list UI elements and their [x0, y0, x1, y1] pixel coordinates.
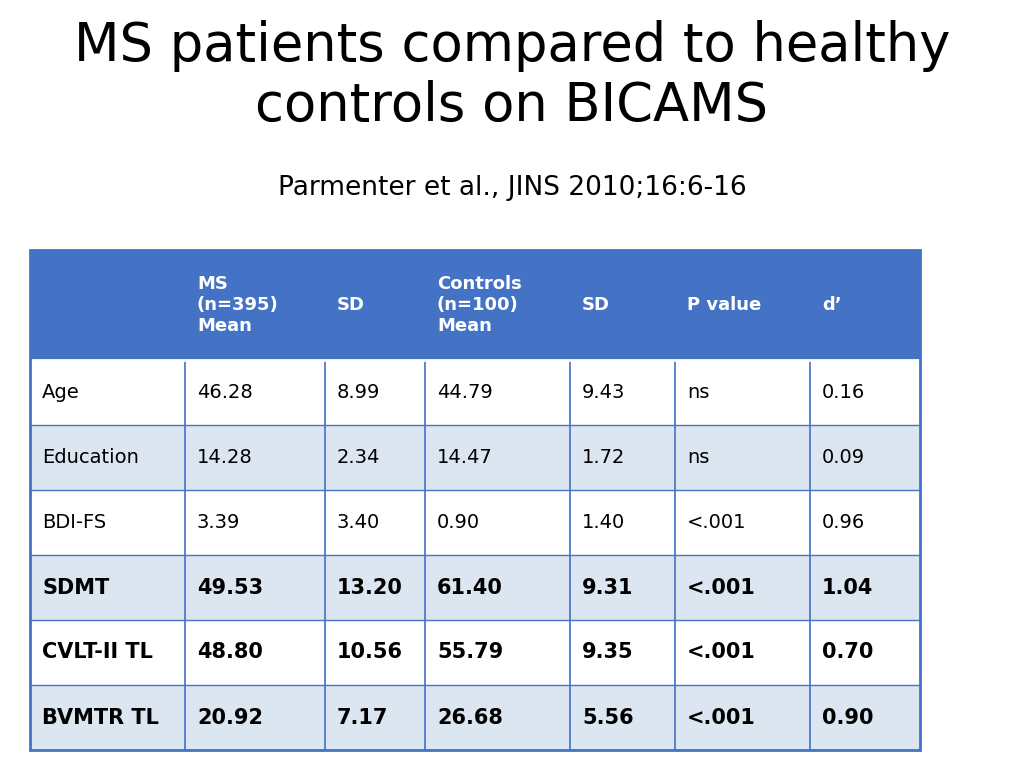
Text: MS
(n=395)
Mean: MS (n=395) Mean	[197, 275, 279, 335]
Text: 0.90: 0.90	[437, 513, 480, 532]
Text: 48.80: 48.80	[197, 643, 263, 663]
Text: <.001: <.001	[687, 578, 756, 598]
Text: 26.68: 26.68	[437, 707, 503, 727]
Bar	[30, 250, 920, 750]
Text: 3.39: 3.39	[197, 513, 241, 532]
Text: 14.47: 14.47	[437, 448, 493, 467]
Text: SD: SD	[582, 296, 610, 314]
Text: 13.20: 13.20	[337, 578, 402, 598]
Text: Age: Age	[42, 383, 80, 402]
Text: 61.40: 61.40	[437, 578, 503, 598]
Text: BVMTR TL: BVMTR TL	[42, 707, 159, 727]
Text: 9.35: 9.35	[582, 643, 634, 663]
Text: d’: d’	[822, 296, 842, 314]
Text: 0.70: 0.70	[822, 643, 873, 663]
Text: 0.90: 0.90	[822, 707, 873, 727]
Text: SDMT: SDMT	[42, 578, 110, 598]
Text: 0.16: 0.16	[822, 383, 865, 402]
Text: BDI-FS: BDI-FS	[42, 513, 106, 532]
Text: <.001: <.001	[687, 707, 756, 727]
Bar	[185, 250, 325, 360]
Text: 1.40: 1.40	[582, 513, 626, 532]
Text: 3.40: 3.40	[337, 513, 380, 532]
Bar	[325, 250, 425, 360]
Text: 5.56: 5.56	[582, 707, 634, 727]
Bar	[30, 620, 920, 685]
Text: 7.17: 7.17	[337, 707, 388, 727]
Text: 9.43: 9.43	[582, 383, 626, 402]
Bar	[30, 490, 920, 555]
Text: CVLT-II TL: CVLT-II TL	[42, 643, 153, 663]
Text: 0.09: 0.09	[822, 448, 865, 467]
Text: SD: SD	[337, 296, 365, 314]
Text: 55.79: 55.79	[437, 643, 503, 663]
Text: 10.56: 10.56	[337, 643, 403, 663]
Text: <.001: <.001	[687, 513, 746, 532]
Text: MS patients compared to healthy
controls on BICAMS: MS patients compared to healthy controls…	[74, 20, 950, 132]
Text: 20.92: 20.92	[197, 707, 263, 727]
Bar	[30, 685, 920, 750]
Bar	[30, 425, 920, 490]
Text: Education: Education	[42, 448, 139, 467]
Text: 44.79: 44.79	[437, 383, 493, 402]
Text: ns: ns	[687, 448, 710, 467]
Text: ns: ns	[687, 383, 710, 402]
Text: 0.96: 0.96	[822, 513, 865, 532]
Text: 1.04: 1.04	[822, 578, 873, 598]
Text: 1.72: 1.72	[582, 448, 626, 467]
Bar	[30, 555, 920, 620]
Text: P value: P value	[687, 296, 761, 314]
Text: 8.99: 8.99	[337, 383, 380, 402]
Text: 2.34: 2.34	[337, 448, 380, 467]
Text: 14.28: 14.28	[197, 448, 253, 467]
Bar	[425, 250, 570, 360]
Bar	[30, 250, 185, 360]
Bar	[675, 250, 810, 360]
Text: <.001: <.001	[687, 643, 756, 663]
Text: 49.53: 49.53	[197, 578, 263, 598]
Text: Controls
(n=100)
Mean: Controls (n=100) Mean	[437, 275, 522, 335]
Text: 46.28: 46.28	[197, 383, 253, 402]
Bar	[570, 250, 675, 360]
Bar	[810, 250, 920, 360]
Bar	[30, 360, 920, 425]
Text: 9.31: 9.31	[582, 578, 634, 598]
Text: Parmenter et al., JINS 2010;16:6-16: Parmenter et al., JINS 2010;16:6-16	[278, 175, 746, 201]
